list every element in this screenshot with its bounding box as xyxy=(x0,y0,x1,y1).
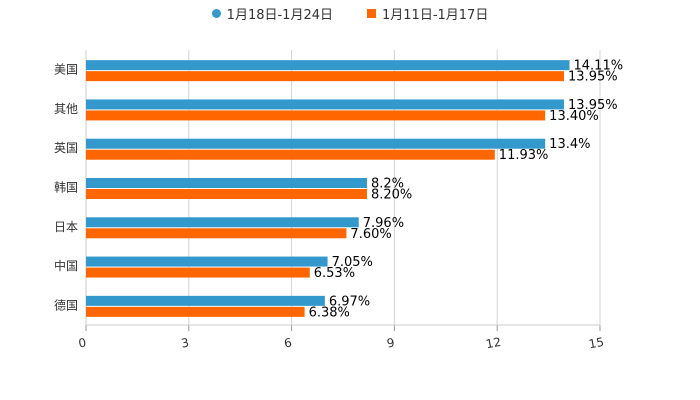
bar-series-1 xyxy=(86,60,570,71)
data-label-series-1: 13.95% xyxy=(568,98,618,113)
legend-item-series-1[interactable]: 1月18日-1月24日 xyxy=(211,4,333,23)
bar-series-1 xyxy=(86,99,565,110)
category-label: 韩国 xyxy=(54,180,78,195)
bar-series-2 xyxy=(86,189,367,199)
category-label: 其他 xyxy=(54,102,78,116)
x-tick-label: 15 xyxy=(588,335,605,351)
data-label-series-2: 11.93% xyxy=(499,148,549,163)
bar-series-2 xyxy=(86,228,347,239)
data-label-series-1: 13.4% xyxy=(549,137,590,152)
bar-series-2 xyxy=(86,149,495,160)
bar-series-2 xyxy=(86,110,546,121)
bar-series-2 xyxy=(86,267,310,278)
legend-label-series-1: 1月18日-1月24日 xyxy=(226,8,333,23)
legend-label-series-2: 1月11日-1月17日 xyxy=(382,8,489,23)
data-label-series-1: 8.2% xyxy=(371,177,404,192)
category-label: 日本 xyxy=(54,220,78,234)
legend-marker-series-1 xyxy=(211,9,221,18)
data-label-series-2: 7.60% xyxy=(350,227,391,242)
data-label-series-1: 7.05% xyxy=(332,255,373,270)
bar-series-1 xyxy=(86,178,367,188)
bar-series-1 xyxy=(86,295,325,306)
legend-marker-series-2 xyxy=(367,9,376,18)
data-label-series-1: 14.11% xyxy=(574,59,624,74)
bar-series-1 xyxy=(86,138,546,149)
data-label-series-2: 6.53% xyxy=(314,266,355,281)
data-label-series-2: 6.38% xyxy=(309,305,350,320)
legend: 1月18日-1月24日 1月11日-1月17日 xyxy=(0,4,700,23)
x-tick-label: 0 xyxy=(77,336,87,351)
data-label-series-2: 8.20% xyxy=(371,188,412,203)
data-label-series-1: 6.97% xyxy=(329,294,370,309)
bar-series-2 xyxy=(86,306,305,317)
x-tick-label: 3 xyxy=(180,336,190,351)
category-label: 英国 xyxy=(54,141,78,155)
data-label-series-2: 13.40% xyxy=(549,109,599,124)
bar-series-1 xyxy=(86,256,328,267)
x-tick-label: 6 xyxy=(283,336,293,351)
data-label-series-2: 13.95% xyxy=(568,70,618,85)
category-label: 美国 xyxy=(54,63,78,77)
bar-series-1 xyxy=(86,217,359,228)
legend-item-series-2[interactable]: 1月11日-1月17日 xyxy=(367,4,488,23)
category-label: 中国 xyxy=(54,258,78,273)
data-label-series-1: 7.96% xyxy=(363,216,404,231)
bar-series-2 xyxy=(86,71,565,82)
x-tick-label: 9 xyxy=(386,336,396,351)
x-tick-label: 12 xyxy=(485,335,502,351)
category-label: 德国 xyxy=(54,297,78,312)
